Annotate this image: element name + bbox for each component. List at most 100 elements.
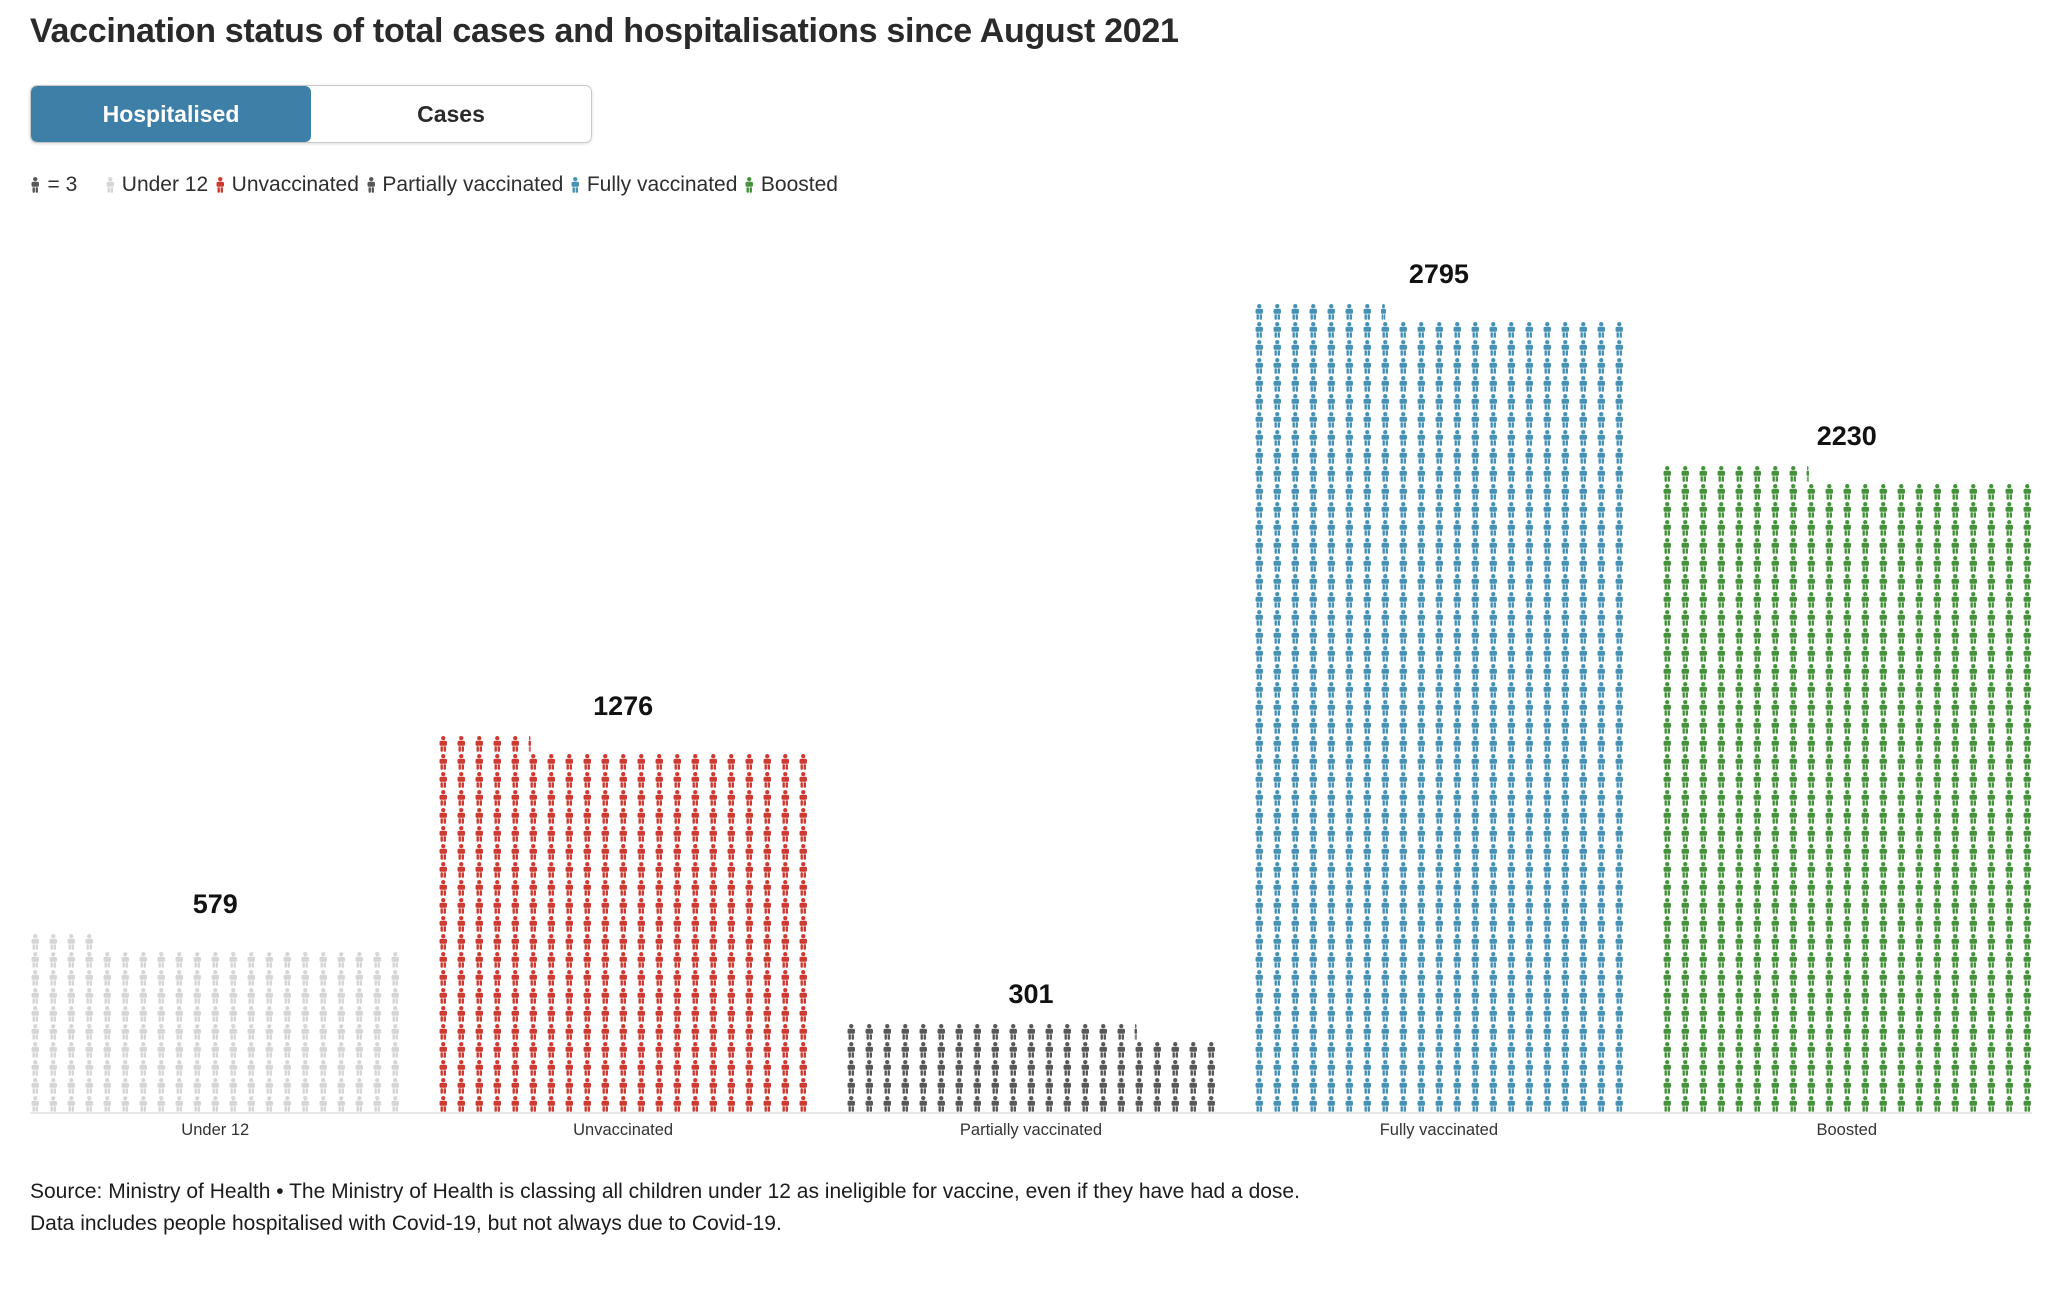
person-icon <box>301 970 309 986</box>
person-icon <box>1717 1096 1725 1112</box>
person-icon <box>1969 790 1977 806</box>
person-icon <box>439 934 447 950</box>
person-icon <box>691 754 699 770</box>
person-icon <box>157 1006 165 1022</box>
person-icon <box>49 952 57 968</box>
person-icon <box>1933 682 1941 698</box>
person-icon <box>1399 376 1407 392</box>
person-icon <box>1345 466 1353 482</box>
person-icon <box>1681 952 1689 968</box>
person-icon <box>1099 1024 1107 1040</box>
person-icon <box>1543 592 1551 608</box>
person-icon <box>1507 862 1515 878</box>
person-icon <box>1381 1042 1389 1058</box>
person-icon <box>1189 1096 1197 1112</box>
person-icon <box>1381 916 1389 932</box>
person-icon <box>637 808 645 824</box>
person-icon <box>139 1078 147 1094</box>
person-icon <box>1435 610 1443 626</box>
person-icon <box>1381 466 1389 482</box>
person-icon <box>637 1006 645 1022</box>
person-icon <box>1327 322 1335 338</box>
person-icon <box>565 1078 573 1094</box>
person-icon <box>1381 682 1389 698</box>
person-icon <box>1273 988 1281 1004</box>
person-icon <box>1417 358 1425 374</box>
person-icon <box>1309 916 1317 932</box>
person-icon <box>1699 664 1707 680</box>
person-icon <box>1309 448 1317 464</box>
person-icon <box>1381 340 1389 356</box>
person-icon <box>1789 628 1797 644</box>
person-icon <box>1753 826 1761 842</box>
person-icon <box>1291 682 1299 698</box>
person-icon <box>1879 880 1887 896</box>
person-icon <box>121 1006 129 1022</box>
person-icon <box>1363 772 1371 788</box>
person-icon <box>1807 988 1815 1004</box>
person-icon <box>265 952 273 968</box>
person-icon <box>1615 628 1623 644</box>
person-icon <box>601 1060 609 1076</box>
person-icon <box>1489 682 1497 698</box>
person-icon <box>655 808 663 824</box>
person-icon <box>847 1096 855 1112</box>
person-icon <box>1699 754 1707 770</box>
person-icon <box>475 970 483 986</box>
person-icon <box>1663 826 1671 842</box>
person-icon <box>529 1060 537 1076</box>
person-icon <box>1543 916 1551 932</box>
person-icon <box>1681 754 1689 770</box>
person-icon <box>1597 394 1605 410</box>
person-icon <box>1471 952 1479 968</box>
person-icon <box>1579 1006 1587 1022</box>
person-icon <box>1789 772 1797 788</box>
person-icon <box>1381 934 1389 950</box>
person-icon <box>1717 772 1725 788</box>
person-icon <box>1807 1006 1815 1022</box>
person-icon <box>1543 466 1551 482</box>
person-icon <box>1327 826 1335 842</box>
person-icon <box>1951 484 1959 500</box>
person-icon <box>637 898 645 914</box>
person-icon <box>1507 358 1515 374</box>
person-icon <box>1843 898 1851 914</box>
person-icon <box>1453 502 1461 518</box>
person-icon <box>355 988 363 1004</box>
person-icon <box>673 934 681 950</box>
person-icon <box>337 988 345 1004</box>
icon-row <box>1662 968 2040 986</box>
person-icon <box>103 1078 111 1094</box>
person-icon <box>1273 322 1281 338</box>
person-icon <box>1381 826 1389 842</box>
person-icon <box>1843 934 1851 950</box>
person-icon <box>1579 718 1587 734</box>
person-icon <box>619 862 627 878</box>
person-icon <box>193 988 201 1004</box>
person-icon <box>1681 556 1689 572</box>
person-icon <box>2023 1060 2031 1076</box>
person-icon <box>1771 772 1779 788</box>
person-icon <box>601 862 609 878</box>
person-icon <box>1861 1042 1869 1058</box>
person-icon <box>475 988 483 1004</box>
person-icon <box>49 1078 57 1094</box>
person-icon <box>1525 808 1533 824</box>
legend-unit: = 3 <box>30 173 77 197</box>
person-icon <box>1597 1042 1605 1058</box>
person-icon <box>547 934 555 950</box>
person-icon <box>1399 970 1407 986</box>
person-icon <box>1933 970 1941 986</box>
person-icon <box>265 1042 273 1058</box>
person-icon <box>763 1096 771 1112</box>
person-icon <box>1969 862 1977 878</box>
person-icon <box>1255 628 1263 644</box>
person-icon <box>1453 646 1461 662</box>
person-icon <box>709 772 717 788</box>
tab-cases[interactable]: Cases <box>311 86 591 142</box>
person-icon <box>1417 1042 1425 1058</box>
person-icon <box>1843 700 1851 716</box>
person-icon <box>1987 646 1995 662</box>
tab-hospitalised[interactable]: Hospitalised <box>31 86 311 142</box>
person-icon <box>1273 700 1281 716</box>
